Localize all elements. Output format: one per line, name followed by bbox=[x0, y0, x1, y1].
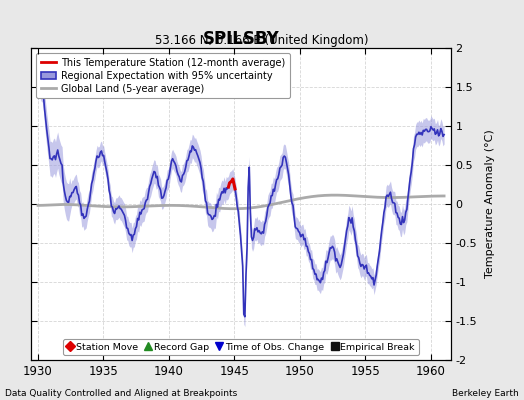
Text: Berkeley Earth: Berkeley Earth bbox=[452, 389, 519, 398]
Text: Data Quality Controlled and Aligned at Breakpoints: Data Quality Controlled and Aligned at B… bbox=[5, 389, 237, 398]
Text: 53.166 N, 0.166 E (United Kingdom): 53.166 N, 0.166 E (United Kingdom) bbox=[155, 34, 369, 47]
Y-axis label: Temperature Anomaly (°C): Temperature Anomaly (°C) bbox=[485, 130, 496, 278]
Title: SPILSBY: SPILSBY bbox=[203, 30, 279, 48]
Legend: Station Move, Record Gap, Time of Obs. Change, Empirical Break: Station Move, Record Gap, Time of Obs. C… bbox=[63, 339, 419, 355]
